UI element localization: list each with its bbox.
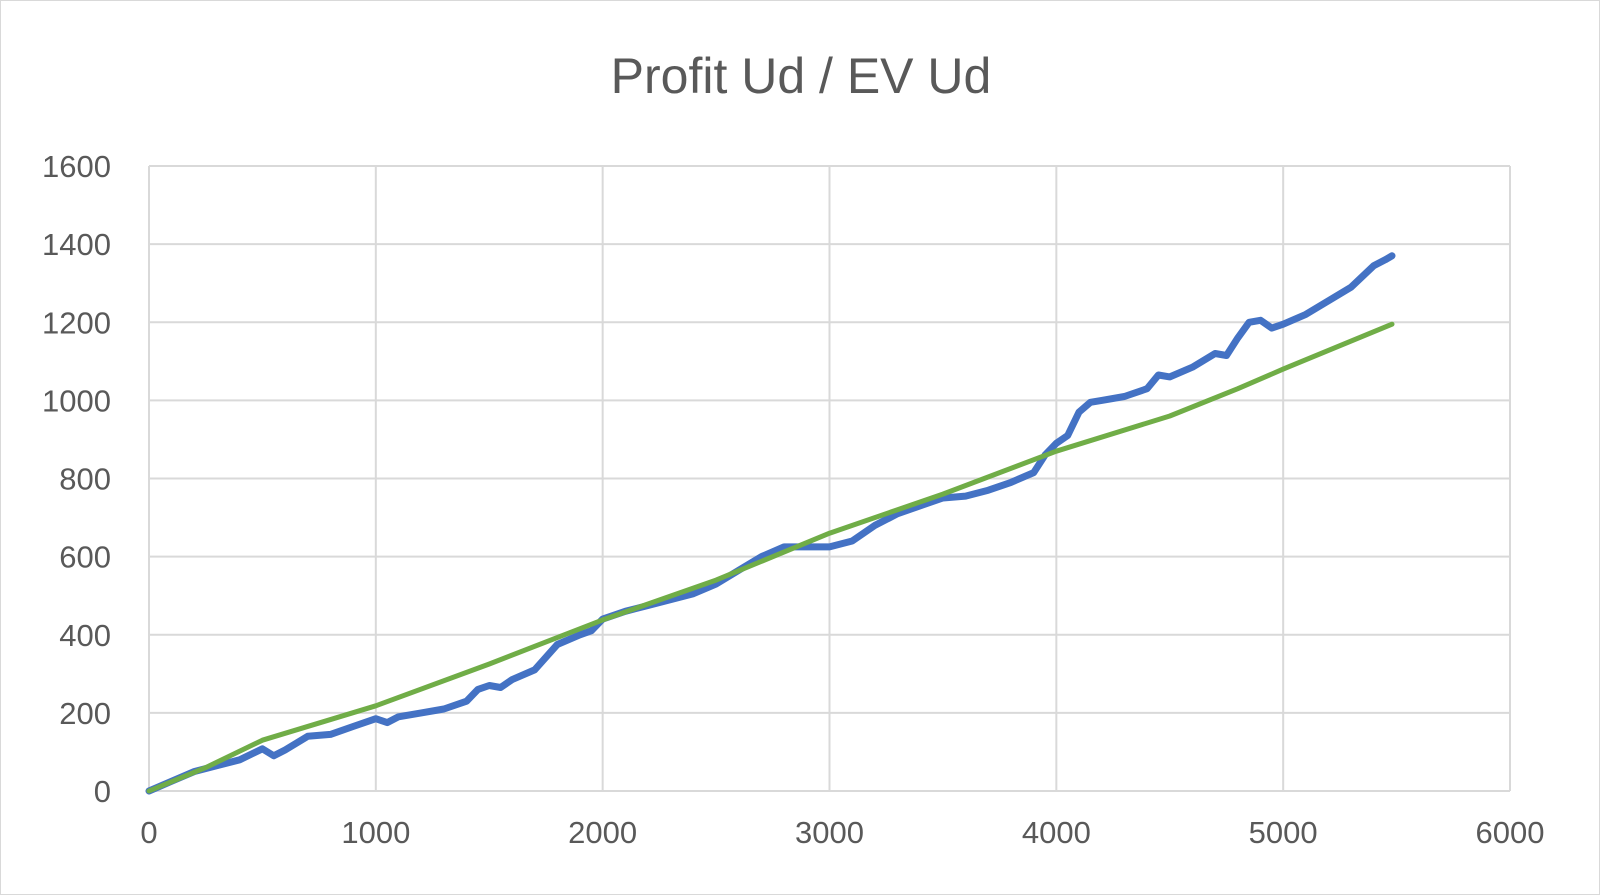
chart-title: Profit Ud / EV Ud: [611, 48, 992, 104]
series-line-2: [146, 321, 1395, 794]
y-tick-label: 600: [59, 540, 111, 575]
x-tick-label: 1000: [341, 815, 410, 850]
x-tick-label: 6000: [1476, 815, 1545, 850]
series-line-1: [145, 252, 1396, 795]
y-tick-label: 1000: [42, 383, 111, 418]
x-tick-label: 3000: [795, 815, 864, 850]
y-tick-label: 1200: [42, 305, 111, 340]
y-axis-tick-labels: 0 200 400 600 800 1000 1200 1400 1600: [42, 149, 111, 809]
y-tick-label: 400: [59, 618, 111, 653]
y-tick-label: 0: [94, 774, 111, 809]
y-tick-label: 1400: [42, 227, 111, 262]
y-tick-label: 1600: [42, 149, 111, 184]
y-tick-label: 800: [59, 462, 111, 497]
grid-lines: [148, 165, 1511, 792]
x-tick-label: 0: [140, 815, 157, 850]
x-tick-label: 2000: [568, 815, 637, 850]
x-tick-label: 5000: [1249, 815, 1318, 850]
series-lines: [145, 252, 1396, 795]
x-axis-tick-labels: 0 1000 2000 3000 4000 5000 6000: [140, 815, 1544, 850]
y-tick-label: 200: [59, 696, 111, 731]
x-tick-label: 4000: [1022, 815, 1091, 850]
